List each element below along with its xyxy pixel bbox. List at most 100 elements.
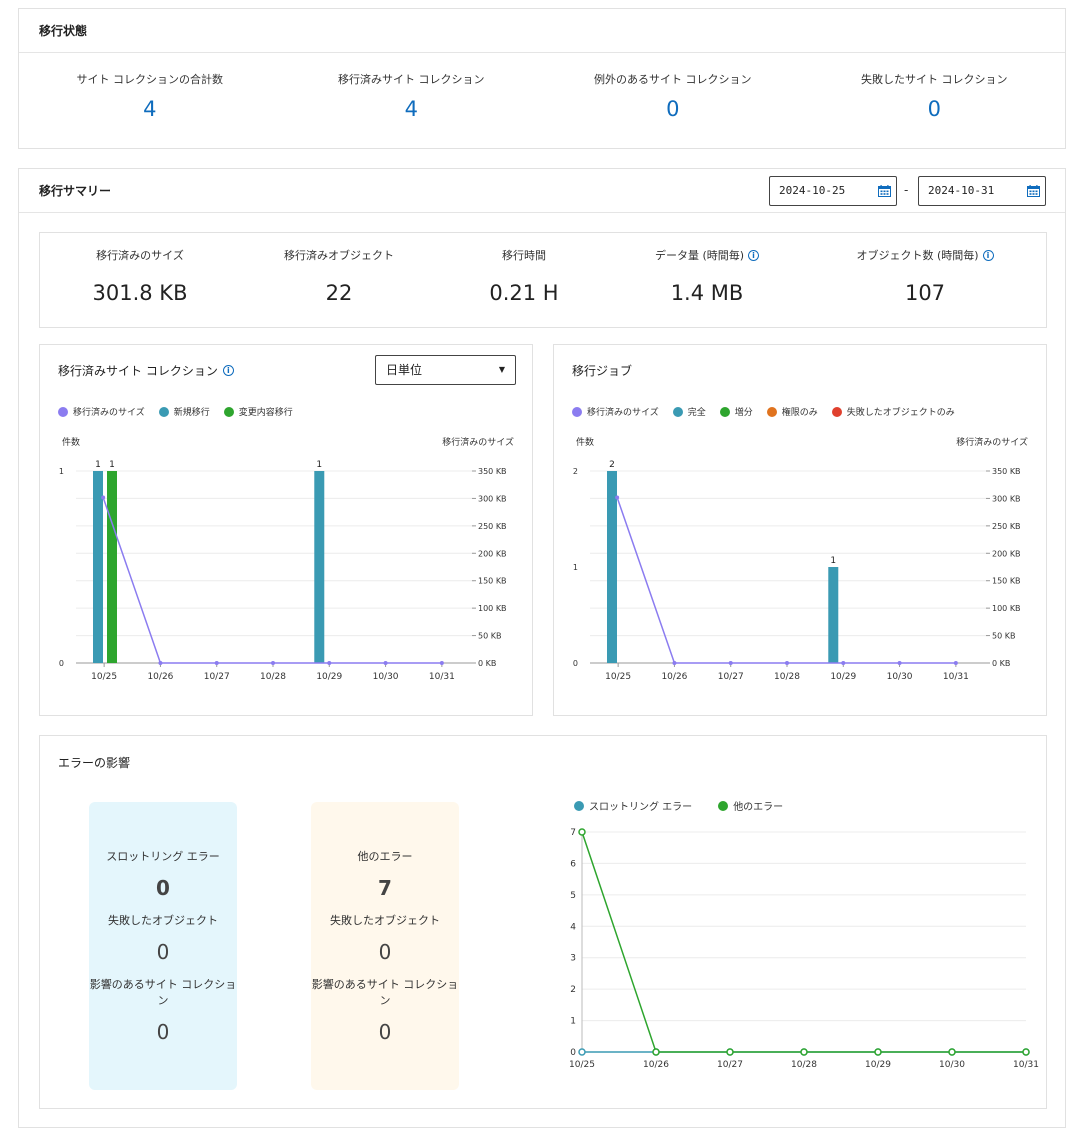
size-point [897,661,902,665]
x-tick-label: 10/31 [1013,1060,1039,1070]
x-tick-label: 10/30 [887,672,913,682]
y-tick-label: 0 [570,1048,576,1058]
legend-item-incremental[interactable]: 増分 [719,405,753,418]
y2-tick-label: 0 KB [478,659,496,668]
failed-objects-value: 0 [156,940,170,964]
legend-item-new[interactable]: 新規移行 [158,405,210,418]
legend-item-permissions[interactable]: 権限のみ [766,405,818,418]
migration-status-title: 移行状態 [39,24,88,38]
date-to-input[interactable]: 2024-10-31 [918,176,1046,206]
legend-item-incremental[interactable]: 変更内容移行 [223,405,293,418]
affected-sites-label: 影響のあるサイト コレクション [89,978,237,1007]
legend-label: 完全 [687,408,706,418]
x-tick-label: 10/26 [147,672,173,682]
legend-dot [158,406,169,417]
x-tick-label: 10/28 [791,1060,817,1070]
stat-value[interactable]: 4 [404,97,418,121]
legend-item-full[interactable]: 完全 [672,405,706,418]
y2-tick-label: 100 KB [992,604,1021,613]
status-stats-row: サイト コレクションの合計数 4 移行済みサイト コレクション 4 例外のあるサ… [19,53,1065,121]
throttle-error-label: スロットリング エラー [106,850,220,863]
stat-label: 例外のあるサイト コレクション [594,73,752,86]
x-tick-label: 10/25 [91,672,117,682]
y-axis-title: 件数 [62,436,80,448]
stat-value[interactable]: 0 [666,97,680,121]
y2-tick-label: 350 KB [992,467,1021,476]
error-series-point [1022,1048,1030,1056]
y-tick-label: 4 [570,922,576,932]
y2-tick-label: 250 KB [992,522,1021,531]
other-error-value: 7 [378,876,392,900]
migration-summary-card: 移行サマリー 2024-10-25 - 2024-10-31 [18,168,1066,1128]
legend-item-size[interactable]: 移行済みのサイズ [58,405,145,418]
y2-tick-label: 200 KB [478,549,507,558]
data-label: 2 [609,460,615,470]
size-point [728,661,733,665]
date-from-input[interactable]: 2024-10-25 [769,176,897,206]
y2-tick-label: 200 KB [992,549,1021,558]
x-tick-label: 10/26 [643,1060,669,1070]
error-series-point [726,1048,734,1056]
x-tick-label: 10/27 [204,672,230,682]
stat-label: サイト コレクションの合計数 [76,73,224,86]
size-point [615,495,620,500]
bar [107,471,117,663]
size-point [841,661,846,665]
legend-dot [766,406,777,417]
y-axis-title: 件数 [576,436,594,448]
stat-value[interactable]: 0 [927,97,941,121]
legend-item-other[interactable]: 他のエラー [718,798,783,813]
legend-dot [719,406,730,417]
data-label: 1 [109,460,115,470]
x-tick-label: 10/31 [429,672,455,682]
x-tick-label: 10/28 [774,672,800,682]
y2-tick-label: 350 KB [478,467,507,476]
legend-dot [672,406,683,417]
size-point [672,661,677,665]
legend-dot [718,800,729,811]
error-chart-legend: スロットリング エラー 他のエラー [574,798,783,813]
error-series-point [578,828,586,836]
other-error-label: 他のエラー [357,850,413,863]
calendar-icon[interactable] [1027,185,1040,197]
granularity-select-value: 日単位 [386,363,423,377]
y-tick-label: 1 [59,467,64,476]
legend-dot [223,406,234,417]
size-point [953,661,958,665]
chart-legend: 移行済みのサイズ 完全 増分 権限のみ 失敗したオブジェクトのみ [572,405,955,418]
stat-value[interactable]: 4 [143,97,157,121]
info-icon[interactable]: i [748,249,760,261]
y-tick-label: 5 [570,891,576,901]
y2-tick-label: 0 KB [992,659,1010,668]
metric-label: 移行時間 [502,249,546,262]
y2-tick-label: 50 KB [992,632,1015,641]
x-tick-label: 10/28 [260,672,286,682]
x-tick-label: 10/26 [661,672,687,682]
data-label: 1 [316,460,322,470]
summary-metrics: 移行済みのサイズ 301.8 KB 移行済みオブジェクト 22 移行時間 0.2… [39,232,1047,328]
metric-label: データ量 (時間毎) [654,249,745,262]
legend-item-size[interactable]: 移行済みのサイズ [572,405,659,418]
legend-label: 他のエラー [733,802,784,813]
affected-sites-value: 0 [156,1020,170,1044]
migration-jobs-chart: 件数 移行済みのサイズ 0 KB 50 KB 100 KB 150 KB 200 KB 250… [573,436,1028,682]
info-icon[interactable]: i [222,365,234,376]
granularity-select[interactable]: 日単位 ▼ [375,355,516,385]
legend-label: スロットリング エラー [589,802,693,813]
size-point [158,661,163,665]
info-icon[interactable]: i [982,249,994,261]
other-error-panel: 他のエラー 7 失敗したオブジェクト 0 影響のあるサイト コレクション 0 [311,802,459,1090]
bar [314,471,325,663]
y-tick-label: 2 [570,985,576,995]
failed-objects-value: 0 [378,940,392,964]
metric-migrated-size: 移行済みのサイズ 301.8 KB [40,233,240,327]
migration-summary-title: 移行サマリー [39,184,112,198]
y-tick-label: 7 [570,828,576,838]
error-series-point [874,1048,882,1056]
legend-item-throttle[interactable]: スロットリング エラー [574,798,692,813]
legend-item-failed-objects[interactable]: 失敗したオブジェクトのみ [831,405,955,418]
calendar-icon[interactable] [878,185,891,197]
y-tick-label: 1 [573,563,578,572]
y2-axis-title: 移行済みのサイズ [956,436,1028,448]
data-label: 1 [830,556,836,566]
